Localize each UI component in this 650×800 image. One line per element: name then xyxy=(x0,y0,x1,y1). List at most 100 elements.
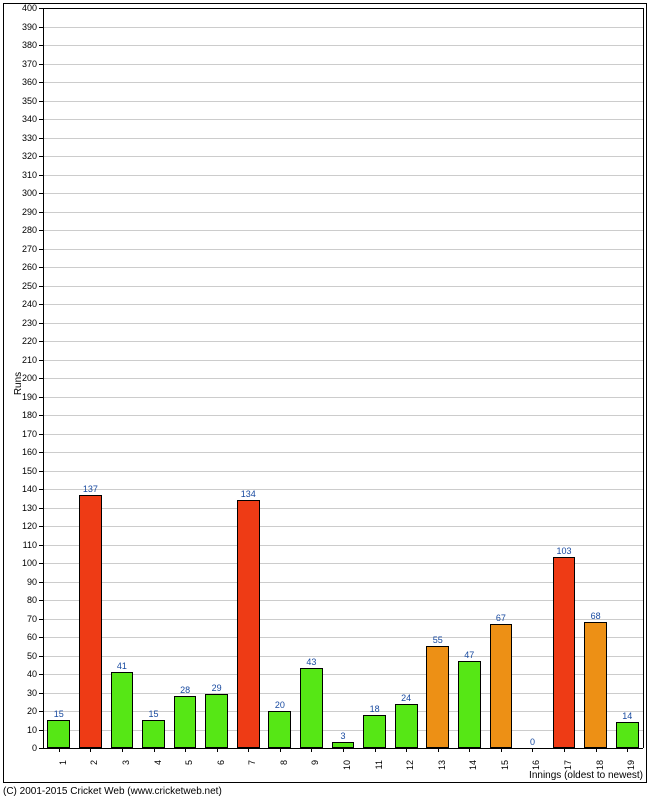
gridline xyxy=(43,138,643,139)
bar-value-label: 67 xyxy=(496,613,506,623)
x-tick-label: 4 xyxy=(153,760,163,790)
bar xyxy=(584,622,607,748)
bar xyxy=(300,668,323,748)
bar-value-label: 18 xyxy=(370,704,380,714)
gridline xyxy=(43,286,643,287)
y-tick-label: 400 xyxy=(15,3,37,13)
x-tick-mark xyxy=(596,748,597,752)
bar-value-label: 24 xyxy=(401,693,411,703)
y-tick-label: 360 xyxy=(15,77,37,87)
x-tick-mark xyxy=(406,748,407,752)
y-tick-label: 170 xyxy=(15,429,37,439)
gridline xyxy=(43,397,643,398)
x-tick-mark xyxy=(532,748,533,752)
x-tick-label: 19 xyxy=(626,760,636,790)
y-tick-label: 50 xyxy=(15,651,37,661)
bar-value-label: 43 xyxy=(306,657,316,667)
gridline xyxy=(43,82,643,83)
bar xyxy=(363,715,386,748)
bar-value-label: 41 xyxy=(117,661,127,671)
y-tick-label: 110 xyxy=(15,540,37,550)
bar-value-label: 29 xyxy=(212,683,222,693)
x-tick-mark xyxy=(469,748,470,752)
y-tick-label: 80 xyxy=(15,595,37,605)
gridline xyxy=(43,249,643,250)
x-tick-mark xyxy=(501,748,502,752)
y-tick-label: 0 xyxy=(15,743,37,753)
y-tick-label: 250 xyxy=(15,281,37,291)
y-tick-label: 320 xyxy=(15,151,37,161)
gridline xyxy=(43,175,643,176)
y-tick-label: 210 xyxy=(15,355,37,365)
x-tick-mark xyxy=(438,748,439,752)
x-tick-label: 5 xyxy=(184,760,194,790)
gridline xyxy=(43,545,643,546)
x-tick-mark xyxy=(122,748,123,752)
y-tick-label: 290 xyxy=(15,207,37,217)
y-tick-label: 130 xyxy=(15,503,37,513)
bar xyxy=(47,720,70,748)
y-tick-label: 150 xyxy=(15,466,37,476)
plot-right-border xyxy=(643,8,644,748)
x-tick-label: 1 xyxy=(58,760,68,790)
plot-top-border xyxy=(43,8,643,9)
x-tick-label: 6 xyxy=(216,760,226,790)
x-tick-label: 12 xyxy=(405,760,415,790)
x-tick-label: 3 xyxy=(121,760,131,790)
x-tick-mark xyxy=(217,748,218,752)
y-tick-label: 20 xyxy=(15,706,37,716)
y-tick-label: 180 xyxy=(15,410,37,420)
x-tick-mark xyxy=(280,748,281,752)
y-tick-label: 90 xyxy=(15,577,37,587)
y-tick-label: 230 xyxy=(15,318,37,328)
y-tick-label: 270 xyxy=(15,244,37,254)
y-tick-label: 100 xyxy=(15,558,37,568)
gridline xyxy=(43,508,643,509)
gridline xyxy=(43,304,643,305)
y-tick-label: 280 xyxy=(15,225,37,235)
y-tick-label: 350 xyxy=(15,96,37,106)
gridline xyxy=(43,489,643,490)
y-tick-label: 260 xyxy=(15,262,37,272)
x-tick-label: 14 xyxy=(468,760,478,790)
x-tick-label: 11 xyxy=(374,760,384,790)
gridline xyxy=(43,156,643,157)
bar xyxy=(142,720,165,748)
y-tick-label: 40 xyxy=(15,669,37,679)
x-tick-label: 2 xyxy=(89,760,99,790)
bar xyxy=(553,557,576,748)
bar-value-label: 20 xyxy=(275,700,285,710)
y-tick-label: 310 xyxy=(15,170,37,180)
gridline xyxy=(43,212,643,213)
gridline xyxy=(43,415,643,416)
bar xyxy=(174,696,197,748)
bar-value-label: 0 xyxy=(530,737,535,747)
y-tick-label: 220 xyxy=(15,336,37,346)
bar xyxy=(237,500,260,748)
gridline xyxy=(43,526,643,527)
x-tick-mark xyxy=(627,748,628,752)
x-tick-mark xyxy=(59,748,60,752)
gridline xyxy=(43,452,643,453)
x-tick-mark xyxy=(154,748,155,752)
bar-value-label: 103 xyxy=(557,546,572,556)
x-tick-mark xyxy=(90,748,91,752)
gridline xyxy=(43,64,643,65)
y-tick-label: 300 xyxy=(15,188,37,198)
y-tick-label: 390 xyxy=(15,22,37,32)
bar xyxy=(616,722,639,748)
bar xyxy=(458,661,481,748)
x-tick-label: 7 xyxy=(247,760,257,790)
gridline xyxy=(43,230,643,231)
x-tick-label: 16 xyxy=(531,760,541,790)
y-tick-label: 120 xyxy=(15,521,37,531)
bar-value-label: 137 xyxy=(83,484,98,494)
x-tick-label: 8 xyxy=(279,760,289,790)
gridline xyxy=(43,101,643,102)
y-tick-label: 370 xyxy=(15,59,37,69)
y-tick-label: 30 xyxy=(15,688,37,698)
x-tick-mark xyxy=(375,748,376,752)
bar xyxy=(111,672,134,748)
y-tick-label: 380 xyxy=(15,40,37,50)
y-tick-label: 240 xyxy=(15,299,37,309)
